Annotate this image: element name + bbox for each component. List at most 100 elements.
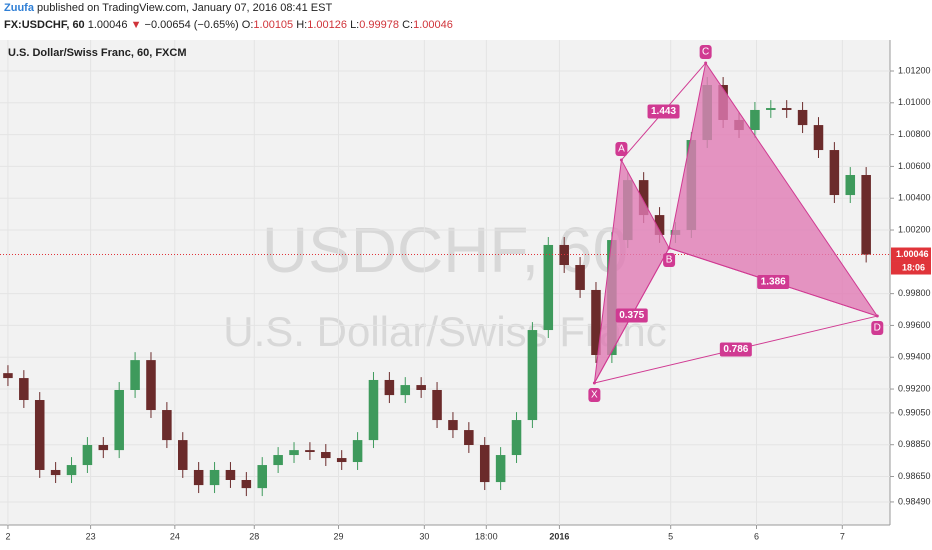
point-label: D <box>874 323 881 334</box>
ratio-box <box>757 275 790 290</box>
open-key: O: <box>241 19 254 31</box>
candle-body <box>3 373 13 379</box>
x-tick-label: 6 <box>754 531 759 541</box>
point-label: A <box>618 144 625 155</box>
close-key: C: <box>402 19 414 31</box>
candle-body <box>368 379 379 441</box>
ratio-label: 0.375 <box>619 310 644 321</box>
ratio-box <box>647 104 680 119</box>
candle-body <box>829 150 840 196</box>
point-box <box>871 321 884 336</box>
low-value: 0.99978 <box>359 19 400 31</box>
x-tick-label: 2016 <box>549 531 569 541</box>
candle-body <box>813 125 824 151</box>
ratio-label: 1.443 <box>651 106 676 117</box>
candle-body <box>527 330 538 421</box>
ratio-label: 0.786 <box>723 344 748 355</box>
candle-body <box>654 215 665 235</box>
candle-body <box>416 385 426 390</box>
candle-body <box>241 479 252 489</box>
change-arrow: ▼ <box>130 19 142 31</box>
y-tick-label: 1.00400 <box>898 193 931 203</box>
ratio-box <box>615 308 648 323</box>
y-tick-label: 0.98850 <box>898 439 931 449</box>
candle-body <box>479 445 490 483</box>
candle-body <box>34 400 45 470</box>
point-box <box>615 142 628 157</box>
candle-body <box>225 469 236 480</box>
ratio-box <box>719 342 752 357</box>
x-tick-label: 28 <box>249 531 259 541</box>
point-label: X <box>591 390 598 401</box>
low-key: L: <box>350 19 360 31</box>
y-tick-label: 0.99050 <box>898 407 931 417</box>
candle-body <box>209 469 220 486</box>
change: −0.00654 (−0.65%) <box>144 19 239 31</box>
x-tick-label: 30 <box>419 531 429 541</box>
x-tick-label: 7 <box>840 531 845 541</box>
watermark-symbol: USDCHF, 60 <box>262 214 628 286</box>
candle-body <box>82 445 93 466</box>
candle-body <box>543 244 554 331</box>
price-axis-background <box>890 40 932 550</box>
x-tick-label: 24 <box>170 531 180 541</box>
candle-body <box>50 469 61 476</box>
y-tick-label: 0.98650 <box>898 471 931 481</box>
candle-body <box>98 445 109 451</box>
point-box <box>699 45 712 60</box>
candle-body <box>495 455 506 483</box>
point-box <box>663 252 676 267</box>
candle-body <box>114 389 124 451</box>
candle-body <box>257 465 267 489</box>
y-tick-label: 0.99600 <box>898 320 931 330</box>
x-tick-label: 29 <box>334 531 344 541</box>
author[interactable]: Zuufa <box>4 2 34 14</box>
candle-body <box>591 289 601 356</box>
candle-body <box>432 389 442 421</box>
y-tick-label: 0.99400 <box>898 352 931 362</box>
symbol: FX:USDCHF, 60 <box>4 19 85 31</box>
close-value: 1.00046 <box>413 19 453 31</box>
chart-title: U.S. Dollar/Swiss Franc, 60, FXCM <box>8 47 187 59</box>
candle-body <box>384 379 395 396</box>
publish-info: published on TradingView.com, January 07… <box>37 2 333 14</box>
point-label: B <box>666 255 673 266</box>
candle-body <box>19 378 29 401</box>
y-tick-label: 1.01200 <box>898 65 931 75</box>
candle-body <box>781 108 792 110</box>
x-tick-label: 23 <box>86 531 96 541</box>
high-value: 1.00126 <box>307 19 347 31</box>
candle-body <box>352 440 363 463</box>
point-label: C <box>702 47 709 58</box>
x-tick-label: 18:00 <box>475 531 498 541</box>
candle-body <box>797 109 808 126</box>
y-tick-label: 1.00800 <box>898 129 931 139</box>
candle-body <box>321 452 331 459</box>
x-tick-label: 2 <box>5 531 10 541</box>
point-box <box>588 387 601 402</box>
y-tick-label: 1.01000 <box>898 97 931 107</box>
countdown-label: 18:06 <box>902 262 925 272</box>
last-price: 1.00046 <box>87 19 128 31</box>
candle-body <box>273 455 283 466</box>
quote-line: FX:USDCHF, 60 1.00046 ▼ −0.00654 (−0.65%… <box>4 19 453 31</box>
y-tick-label: 0.99800 <box>898 288 931 298</box>
candle-body <box>638 180 649 216</box>
last-price-box <box>891 247 931 262</box>
candle-body <box>861 175 871 255</box>
y-tick-label: 1.00200 <box>898 224 931 234</box>
candle-body <box>162 410 172 441</box>
candle-body <box>289 450 299 456</box>
countdown-box <box>891 261 931 275</box>
candle-body <box>766 108 776 110</box>
candle-body <box>511 420 522 456</box>
candle-body <box>464 430 474 446</box>
time-axis-background <box>0 525 890 550</box>
y-tick-label: 0.99200 <box>898 383 931 393</box>
y-tick-label: 0.98490 <box>898 496 931 506</box>
candle-body <box>400 385 411 396</box>
candle-body <box>178 440 188 470</box>
y-tick-label: 1.00600 <box>898 161 931 171</box>
last-price-label: 1.00046 <box>896 249 929 259</box>
